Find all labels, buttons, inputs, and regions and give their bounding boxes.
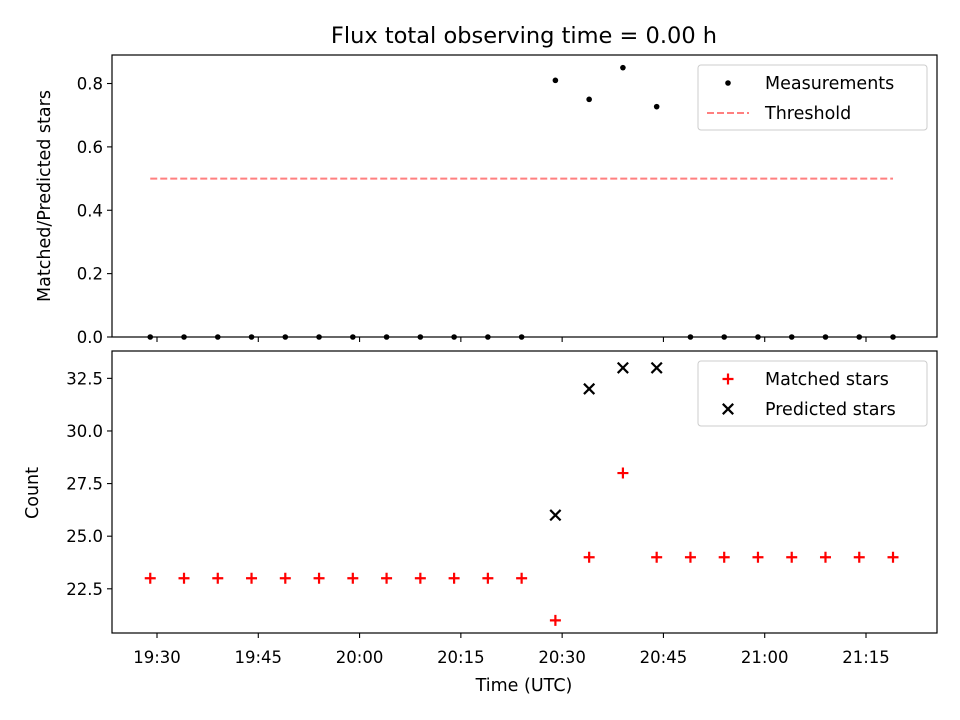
- y-tick-label: 0.6: [77, 138, 103, 157]
- data-point: [248, 334, 255, 340]
- legend-box: [697, 64, 928, 131]
- data-point: [214, 334, 221, 340]
- data-point: [819, 551, 831, 563]
- legend-box: [697, 360, 928, 427]
- data-point: [282, 334, 289, 340]
- data-point: [552, 77, 559, 84]
- data-point: [279, 572, 291, 584]
- data-point: [147, 334, 154, 340]
- data-point: [586, 96, 592, 103]
- y-tick-label: 0.0: [77, 328, 103, 347]
- data-point: [755, 334, 761, 340]
- x-tick-label: 19:30: [133, 648, 181, 667]
- data-point: [718, 551, 730, 563]
- data-point: [381, 572, 393, 584]
- data-point: [651, 551, 663, 563]
- data-point: [684, 551, 696, 563]
- data-point: [786, 551, 798, 563]
- axes-frame: [111, 54, 938, 338]
- data-point: [887, 551, 899, 563]
- data-point: [583, 551, 595, 563]
- legend-label: Predicted stars: [765, 400, 896, 420]
- data-point: [752, 551, 764, 563]
- data-point: [516, 572, 528, 584]
- x-tick-label: 21:00: [741, 648, 789, 667]
- x-tick-label: 20:30: [538, 648, 586, 667]
- legend-marker: [725, 80, 731, 86]
- x-axis-label: Time (UTC): [475, 676, 573, 696]
- legend-label: Measurements: [765, 74, 894, 94]
- x-tick-label: 20:45: [640, 648, 688, 667]
- data-point: [653, 103, 660, 110]
- x-tick-label: 19:45: [235, 648, 283, 667]
- data-point: [414, 572, 426, 584]
- x-tick-label: 21:15: [842, 648, 890, 667]
- top-axes: 0.0 0.2 0.4 0.6 0.8 Measurements Threshold: [77, 54, 938, 347]
- data-point: [417, 334, 424, 340]
- data-point: [617, 467, 629, 479]
- data-point: [620, 64, 626, 71]
- y-tick-label: 0.8: [77, 75, 103, 94]
- data-point: [650, 361, 663, 374]
- data-point: [788, 334, 795, 340]
- data-point: [616, 361, 629, 374]
- data-point: [853, 551, 865, 563]
- data-point: [212, 572, 224, 584]
- data-point: [246, 572, 258, 584]
- x-tick-label: 20:00: [336, 648, 384, 667]
- legend-label: Threshold: [764, 104, 851, 124]
- data-point: [687, 334, 694, 340]
- data-point: [583, 382, 596, 395]
- data-point: [383, 334, 390, 340]
- y-tick-label: 0.4: [77, 201, 103, 220]
- y-tick-label: 30.0: [66, 422, 103, 441]
- bottom-axes: 22.5 25.0 27.5 30.0 32.5 19:30 19:45 20:00 20:15…: [66, 350, 938, 667]
- data-point: [178, 572, 190, 584]
- data-point: [485, 334, 491, 340]
- data-point: [549, 614, 561, 626]
- legend-marker: [722, 373, 734, 385]
- data-point: [482, 572, 494, 584]
- chart-title: Flux total observing time = 0.00 h: [331, 23, 717, 49]
- bottom-y-axis-label: Count: [23, 467, 43, 519]
- data-point: [350, 334, 356, 340]
- data-point: [518, 334, 525, 340]
- data-point: [144, 572, 156, 584]
- y-tick-label: 27.5: [66, 475, 103, 494]
- data-point: [316, 334, 322, 340]
- legend-marker: [722, 403, 734, 415]
- y-tick-label: 25.0: [66, 527, 103, 546]
- data-point: [181, 334, 187, 340]
- y-tick-label: 0.2: [77, 265, 103, 284]
- y-tick-label: 22.5: [66, 580, 103, 599]
- x-tick-label: 20:15: [437, 648, 485, 667]
- top-y-axis-label: Matched/Predicted stars: [35, 90, 55, 302]
- data-point: [856, 334, 863, 340]
- data-point: [451, 334, 457, 340]
- legend: Measurements Threshold: [697, 64, 928, 131]
- y-tick-label: 32.5: [66, 369, 103, 388]
- axes-frame: [111, 350, 938, 634]
- data-point: [448, 572, 460, 584]
- legend-label: Matched stars: [765, 370, 889, 390]
- data-point: [549, 509, 562, 522]
- data-point: [721, 334, 727, 340]
- data-point: [890, 334, 896, 340]
- data-point: [822, 334, 829, 340]
- legend: Matched stars Predicted stars: [697, 360, 928, 427]
- data-point: [313, 572, 325, 584]
- data-point: [347, 572, 359, 584]
